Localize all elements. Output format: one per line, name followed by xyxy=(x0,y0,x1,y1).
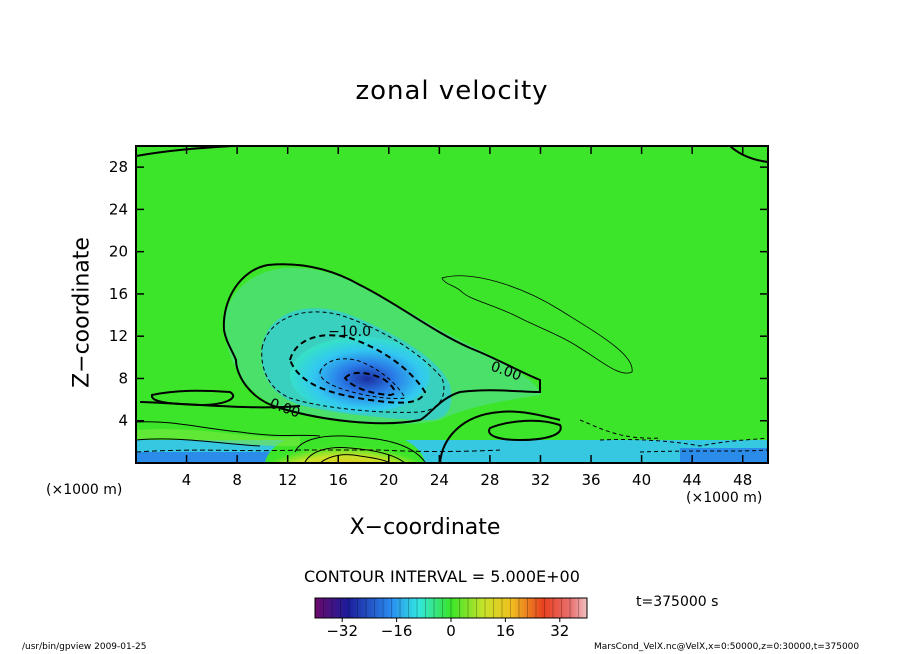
contour-field xyxy=(136,146,768,463)
y-axis-ticks: 4 8 12 16 20 24 28 xyxy=(109,158,768,430)
x-tick-label: 48 xyxy=(733,471,752,489)
contour-lines xyxy=(136,146,768,463)
surface-layer-right xyxy=(680,448,768,463)
x-tick-label: 12 xyxy=(278,471,297,489)
x-tick-label: 40 xyxy=(632,471,651,489)
x-tick-label: 8 xyxy=(232,471,242,489)
x-tick-label: 28 xyxy=(480,471,499,489)
y-tick-label: 4 xyxy=(118,412,128,430)
x-axis-ticks: 4 8 12 16 20 24 28 32 36 40 44 48 xyxy=(182,146,752,489)
y-tick-label: 12 xyxy=(109,327,128,345)
x-tick-label: 44 xyxy=(683,471,702,489)
plot-frame xyxy=(135,145,769,464)
contour-interval-label: CONTOUR INTERVAL = 5.000E+00 xyxy=(304,567,580,586)
colorbar-ticks: −32 −16 0 16 32 xyxy=(326,618,569,640)
negative-core-region xyxy=(290,337,430,413)
x-unit-right: (×1000 m) xyxy=(686,490,763,506)
colorbar-tick-label: −16 xyxy=(381,622,413,640)
x-tick-label: 4 xyxy=(182,471,192,489)
y-tick-label: 28 xyxy=(109,158,128,176)
contour-label: −10.0 xyxy=(328,324,371,340)
x-tick-label: 20 xyxy=(379,471,398,489)
footer-right: MarsCond_VelX.nc@VelX,x=0:50000,z=0:3000… xyxy=(594,642,860,652)
x-unit-left: (×1000 m) xyxy=(46,482,123,498)
x-tick-label: 36 xyxy=(581,471,600,489)
y-axis-label: Z−coordinate xyxy=(69,237,95,388)
y-tick-label: 20 xyxy=(109,243,128,261)
y-tick-label: 24 xyxy=(109,200,128,218)
y-tick-label: 16 xyxy=(109,285,128,303)
colorbar-divisions xyxy=(323,598,579,618)
footer-left: /usr/bin/gpview 2009-01-25 xyxy=(22,642,147,652)
y-tick-label: 8 xyxy=(118,369,128,387)
colorbar-tick-label: 32 xyxy=(550,622,569,640)
colorbar-tick-label: 0 xyxy=(446,622,456,640)
x-tick-label: 24 xyxy=(430,471,449,489)
x-tick-label: 16 xyxy=(329,471,348,489)
colorbar-tick-label: −32 xyxy=(326,622,358,640)
surface-band xyxy=(136,428,300,447)
x-axis-label: X−coordinate xyxy=(349,515,501,540)
x-tick-label: 32 xyxy=(531,471,550,489)
surface-layer-left xyxy=(136,452,296,463)
chart-title: zonal velocity xyxy=(355,76,549,106)
time-label: t=375000 s xyxy=(636,594,719,610)
colorbar-tick-label: 16 xyxy=(496,622,515,640)
